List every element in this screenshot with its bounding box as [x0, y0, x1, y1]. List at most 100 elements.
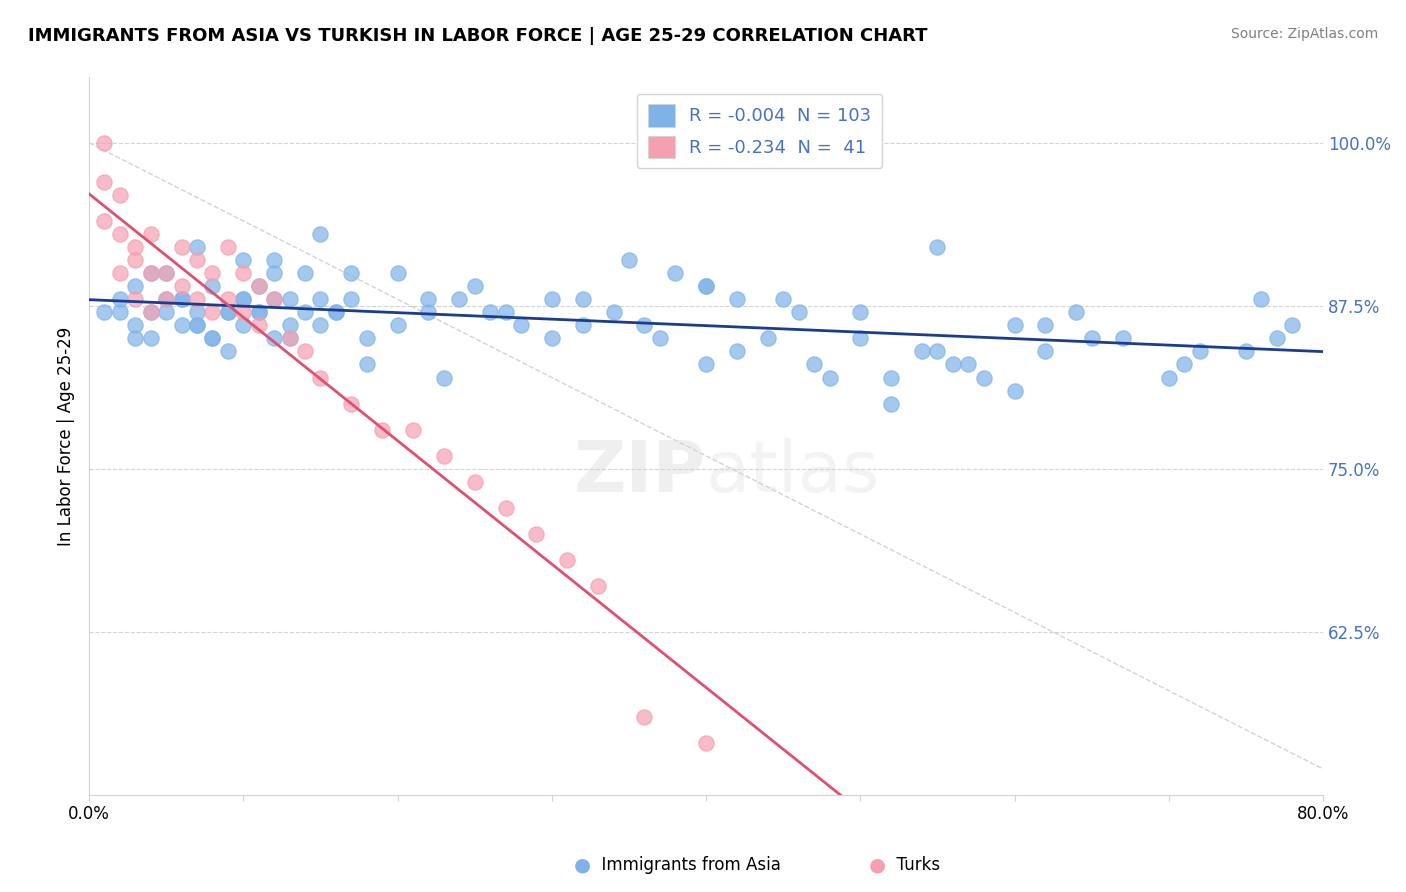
Point	[278, 318, 301, 333]
Point	[695, 279, 717, 293]
Point	[911, 344, 934, 359]
Point	[124, 253, 146, 268]
Point	[232, 292, 254, 306]
Text: Immigrants from Asia: Immigrants from Asia	[591, 856, 780, 874]
Point	[356, 358, 378, 372]
Point	[586, 579, 609, 593]
Point	[201, 331, 224, 345]
Point	[93, 175, 115, 189]
Point	[849, 331, 872, 345]
Text: ●: ●	[869, 855, 886, 874]
Point	[449, 292, 471, 306]
Point	[1035, 318, 1057, 333]
Point	[186, 318, 208, 333]
Point	[1265, 331, 1288, 345]
Point	[772, 292, 794, 306]
Point	[387, 266, 409, 280]
Point	[217, 292, 239, 306]
Point	[371, 423, 394, 437]
Point	[170, 279, 193, 293]
Point	[325, 305, 347, 319]
Point	[263, 331, 285, 345]
Point	[217, 344, 239, 359]
Point	[186, 253, 208, 268]
Point	[787, 305, 810, 319]
Point	[263, 292, 285, 306]
Point	[108, 227, 131, 241]
Point	[217, 305, 239, 319]
Point	[186, 305, 208, 319]
Point	[1004, 318, 1026, 333]
Text: IMMIGRANTS FROM ASIA VS TURKISH IN LABOR FORCE | AGE 25-29 CORRELATION CHART: IMMIGRANTS FROM ASIA VS TURKISH IN LABOR…	[28, 27, 928, 45]
Point	[263, 253, 285, 268]
Point	[124, 331, 146, 345]
Point	[495, 501, 517, 516]
Point	[880, 370, 903, 384]
Point	[402, 423, 425, 437]
Text: ●: ●	[574, 855, 591, 874]
Text: Turks: Turks	[886, 856, 939, 874]
Point	[108, 187, 131, 202]
Point	[418, 305, 440, 319]
Point	[155, 305, 177, 319]
Point	[942, 358, 965, 372]
Point	[232, 305, 254, 319]
Point	[309, 370, 332, 384]
Point	[495, 305, 517, 319]
Point	[695, 279, 717, 293]
Point	[617, 253, 640, 268]
Point	[464, 279, 486, 293]
Legend: R = -0.004  N = 103, R = -0.234  N =  41: R = -0.004 N = 103, R = -0.234 N = 41	[637, 94, 882, 169]
Point	[1281, 318, 1303, 333]
Point	[201, 331, 224, 345]
Point	[278, 331, 301, 345]
Point	[510, 318, 533, 333]
Point	[1234, 344, 1257, 359]
Point	[633, 318, 655, 333]
Point	[170, 292, 193, 306]
Point	[232, 266, 254, 280]
Point	[124, 240, 146, 254]
Point	[1035, 344, 1057, 359]
Point	[124, 279, 146, 293]
Point	[247, 305, 270, 319]
Point	[849, 305, 872, 319]
Point	[818, 370, 841, 384]
Point	[155, 292, 177, 306]
Point	[93, 136, 115, 150]
Point	[340, 266, 363, 280]
Point	[108, 292, 131, 306]
Point	[247, 279, 270, 293]
Point	[294, 266, 316, 280]
Point	[186, 292, 208, 306]
Point	[201, 305, 224, 319]
Point	[340, 292, 363, 306]
Point	[139, 266, 162, 280]
Point	[247, 279, 270, 293]
Point	[633, 710, 655, 724]
Point	[139, 331, 162, 345]
Point	[124, 318, 146, 333]
Point	[139, 266, 162, 280]
Point	[664, 266, 686, 280]
Point	[433, 370, 456, 384]
Point	[756, 331, 779, 345]
Point	[139, 305, 162, 319]
Point	[139, 305, 162, 319]
Point	[263, 266, 285, 280]
Point	[571, 292, 593, 306]
Point	[648, 331, 671, 345]
Point	[247, 305, 270, 319]
Point	[232, 253, 254, 268]
Point	[1157, 370, 1180, 384]
Point	[170, 292, 193, 306]
Point	[139, 227, 162, 241]
Point	[309, 227, 332, 241]
Point	[108, 266, 131, 280]
Point	[1250, 292, 1272, 306]
Text: atlas: atlas	[706, 438, 880, 507]
Point	[1080, 331, 1102, 345]
Point	[803, 358, 825, 372]
Point	[201, 266, 224, 280]
Point	[201, 279, 224, 293]
